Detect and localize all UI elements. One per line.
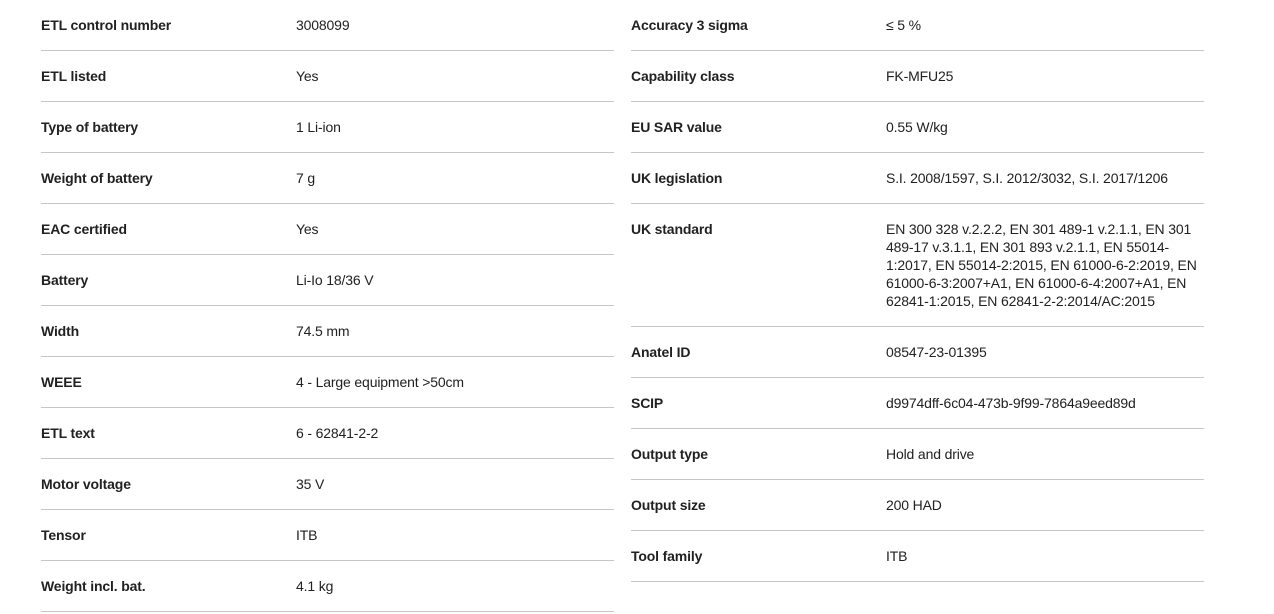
- spec-value: 0.55 W/kg: [886, 119, 948, 135]
- spec-label: Output type: [631, 446, 708, 462]
- spec-row: UK legislation S.I. 2008/1597, S.I. 2012…: [631, 153, 1204, 204]
- spec-row: ETL text 6 - 62841-2-2: [41, 408, 614, 459]
- spec-row: Weight incl. bat. 4.1 kg: [41, 561, 614, 612]
- spec-row: ETL listed Yes: [41, 51, 614, 102]
- spec-label: Anatel ID: [631, 344, 691, 360]
- spec-value: ITB: [296, 527, 318, 543]
- spec-value: Li-Io 18/36 V: [296, 272, 374, 288]
- spec-label: Capability class: [631, 68, 735, 84]
- spec-table-right: Accuracy 3 sigma ≤ 5 % Capability class …: [631, 0, 1204, 614]
- spec-value: 74.5 mm: [296, 323, 350, 339]
- spec-row: Weight of battery 7 g: [41, 153, 614, 204]
- spec-value: 08547-23-01395: [886, 344, 987, 360]
- spec-row: WEEE 4 - Large equipment >50cm: [41, 357, 614, 408]
- spec-row: Tool family ITB: [631, 531, 1204, 582]
- spec-label: EU SAR value: [631, 119, 722, 135]
- spec-value: d9974dff-6c04-473b-9f99-7864a9eed89d: [886, 395, 1136, 411]
- spec-row: Output size 200 HAD: [631, 480, 1204, 531]
- spec-label: SCIP: [631, 395, 664, 411]
- spec-value: ≤ 5 %: [886, 17, 921, 33]
- spec-row: Width 74.5 mm: [41, 306, 614, 357]
- spec-row: Motor voltage 35 V: [41, 459, 614, 510]
- spec-label: Tool family: [631, 548, 703, 564]
- spec-row: EAC certified Yes: [41, 204, 614, 255]
- spec-label: Weight incl. bat.: [41, 578, 146, 594]
- spec-label: Width: [41, 323, 79, 339]
- spec-label: Motor voltage: [41, 476, 131, 492]
- spec-row: UK standard EN 300 328 v.2.2.2, EN 301 4…: [631, 204, 1204, 327]
- spec-row: Tensor ITB: [41, 510, 614, 561]
- spec-row: Anatel ID 08547-23-01395: [631, 327, 1204, 378]
- spec-label: WEEE: [41, 374, 82, 390]
- spec-row: Capability class FK-MFU25: [631, 51, 1204, 102]
- spec-label: ETL listed: [41, 68, 107, 84]
- spec-table-left: ETL control number 3008099 ETL listed Ye…: [41, 0, 614, 614]
- spec-value: 35 V: [296, 476, 325, 492]
- spec-value: Hold and drive: [886, 446, 975, 462]
- spec-value: 7 g: [296, 170, 316, 186]
- spec-value: 1 Li-ion: [296, 119, 341, 135]
- spec-label: UK legislation: [631, 170, 723, 186]
- spec-value: EN 300 328 v.2.2.2, EN 301 489-1 v.2.1.1…: [886, 221, 1197, 309]
- spec-value: 4.1 kg: [296, 578, 334, 594]
- spec-row: Type of battery 1 Li-ion: [41, 102, 614, 153]
- spec-label: UK standard: [631, 221, 713, 237]
- spec-value: Yes: [296, 221, 319, 237]
- spec-value: Yes: [296, 68, 319, 84]
- spec-value: ITB: [886, 548, 908, 564]
- spec-value: 4 - Large equipment >50cm: [296, 374, 464, 390]
- spec-row: SCIP d9974dff-6c04-473b-9f99-7864a9eed89…: [631, 378, 1204, 429]
- spec-row: Accuracy 3 sigma ≤ 5 %: [631, 0, 1204, 51]
- spec-label: ETL control number: [41, 17, 172, 33]
- spec-label: Weight of battery: [41, 170, 153, 186]
- spec-label: Tensor: [41, 527, 86, 543]
- spec-value: 6 - 62841-2-2: [296, 425, 379, 441]
- spec-label: Accuracy 3 sigma: [631, 17, 748, 33]
- spec-value: S.I. 2008/1597, S.I. 2012/3032, S.I. 201…: [886, 170, 1168, 186]
- spec-value: 200 HAD: [886, 497, 942, 513]
- spec-label: Output size: [631, 497, 706, 513]
- spec-row: Output type Hold and drive: [631, 429, 1204, 480]
- spec-row: EU SAR value 0.55 W/kg: [631, 102, 1204, 153]
- spec-label: Battery: [41, 272, 89, 288]
- spec-label: EAC certified: [41, 221, 127, 237]
- spec-label: Type of battery: [41, 119, 139, 135]
- spec-label: ETL text: [41, 425, 95, 441]
- spec-row: ETL control number 3008099: [41, 0, 614, 51]
- spec-value: FK-MFU25: [886, 68, 954, 84]
- spec-row: Battery Li-Io 18/36 V: [41, 255, 614, 306]
- spec-value: 3008099: [296, 17, 350, 33]
